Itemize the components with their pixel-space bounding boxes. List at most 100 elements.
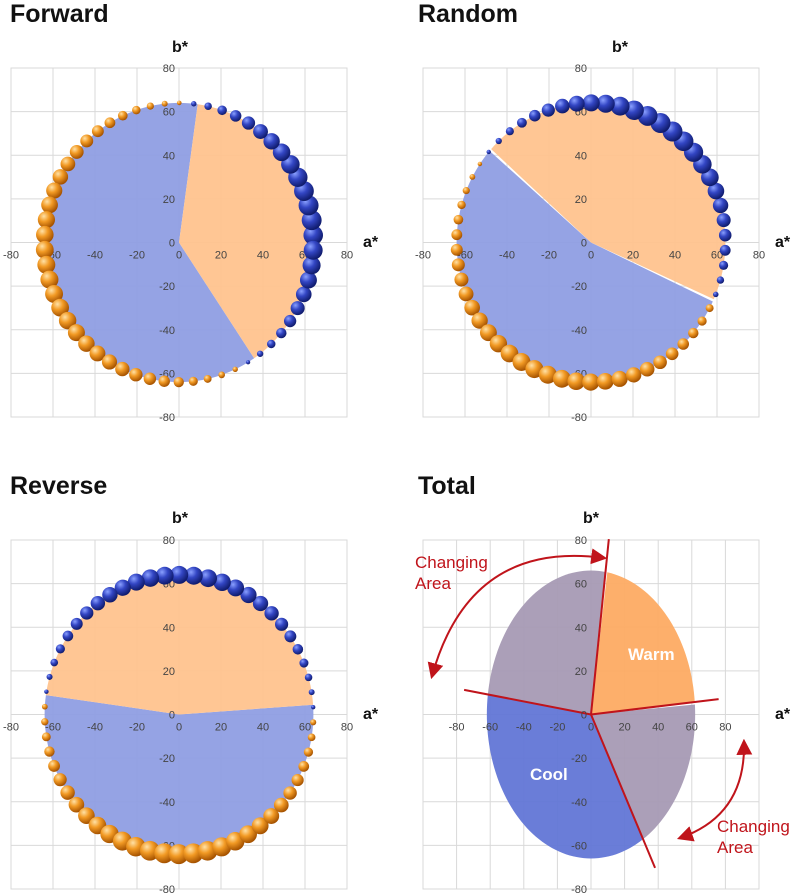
- forward-warm-bubble: [45, 284, 64, 303]
- reverse-x-tick-label: -40: [87, 722, 103, 734]
- reverse-cool-bubble: [141, 569, 160, 587]
- changing-area-left-line1: Changing: [415, 553, 488, 572]
- forward-warm-bubble: [91, 125, 104, 138]
- reverse-cool-bubble: [213, 573, 231, 591]
- forward-warm-bubble: [132, 105, 141, 115]
- random-title: Random: [418, 0, 518, 28]
- reverse-warm-region: [45, 574, 314, 715]
- reverse-x-axis-title: a*: [363, 706, 379, 723]
- random-x-tick-label: -80: [415, 250, 431, 262]
- random-x-tick-label: 60: [711, 250, 723, 262]
- reverse-warm-bubble: [251, 817, 269, 835]
- random-warm-bubble: [451, 258, 465, 272]
- reverse-cool-bubble: [62, 630, 74, 642]
- total-y-tick-label: 60: [575, 579, 587, 591]
- reverse-cool-bubble: [304, 673, 313, 682]
- forward-warm-bubble: [161, 100, 168, 107]
- forward-cool-bubble: [217, 105, 227, 116]
- forward-warm-bubble: [37, 255, 56, 274]
- random-warm-bubble: [453, 214, 464, 225]
- total-x-tick-label: -20: [549, 722, 565, 734]
- forward-y-tick-label: 40: [163, 150, 175, 162]
- forward-y-tick-label: 80: [163, 63, 175, 75]
- reverse-cool-bubble: [227, 579, 245, 597]
- random-warm-bubble: [677, 338, 690, 350]
- forward-x-tick-label: 40: [257, 250, 269, 262]
- forward-warm-bubble: [176, 100, 182, 106]
- total-y-tick-label: 0: [581, 710, 587, 722]
- random-y-tick-label: 80: [575, 63, 587, 75]
- reverse-y-tick-label: 0: [169, 710, 175, 722]
- reverse-warm-bubble: [48, 760, 60, 772]
- random-x-tick-label: 0: [588, 250, 594, 262]
- reverse-cool-bubble: [170, 565, 189, 584]
- reverse-cool-bubble: [46, 673, 53, 680]
- reverse-cool-bubble: [275, 617, 289, 631]
- random-warm-bubble: [611, 370, 628, 387]
- random-warm-bubble: [454, 272, 469, 287]
- reverse-warm-bubble: [291, 774, 304, 787]
- forward-warm-bubble: [41, 196, 58, 214]
- random-cool-bubble: [712, 197, 729, 214]
- random-cool-bubble: [516, 117, 527, 128]
- reverse-cool-bubble: [44, 689, 49, 694]
- forward-x-axis-title: a*: [363, 234, 379, 251]
- reverse-y-tick-label: 20: [163, 666, 175, 678]
- total-y-tick-label: 20: [575, 666, 587, 678]
- random-panel: Random -80-60-40-20020406080-80-60-40-20…: [415, 0, 791, 424]
- forward-tick-labels: -80 -60 -40 -20 0 20 40 60 80-80-60-40-202040608…: [3, 63, 353, 424]
- reverse-cool-bubble: [240, 586, 257, 604]
- total-boundary-line-0: [590, 698, 719, 716]
- random-warm-bubble: [552, 369, 571, 388]
- random-cool-bubble: [719, 260, 729, 270]
- total-title: Total: [418, 472, 476, 500]
- forward-warm-bubble: [101, 354, 118, 370]
- reverse-x-tick-label: 20: [215, 722, 227, 734]
- random-x-axis-title: a*: [775, 234, 791, 251]
- total-sector-changing-2: [487, 570, 606, 715]
- forward-warm-bubble: [89, 345, 106, 362]
- forward-warm-bubble: [232, 366, 238, 372]
- forward-warm-bubble: [143, 372, 157, 385]
- total-x-tick-label: 20: [618, 722, 630, 734]
- random-x-tick-label: -20: [541, 250, 557, 262]
- reverse-x-tick-label: 0: [176, 722, 182, 734]
- forward-cool-bubble: [295, 286, 312, 303]
- total-boundary-line-3: [590, 714, 656, 869]
- changing-area-arrow-right: [676, 738, 753, 842]
- forward-cool-bubble: [241, 116, 256, 130]
- warm-label: Warm: [628, 645, 675, 664]
- random-cool-bubble: [568, 95, 585, 112]
- forward-y-tick-label: -40: [159, 325, 175, 337]
- reverse-warm-bubble: [154, 843, 175, 864]
- random-y-tick-label: -40: [571, 325, 587, 337]
- reverse-cool-bubble: [292, 644, 304, 655]
- total-x-tick-label: 0: [588, 722, 594, 734]
- random-cool-bubble: [707, 182, 725, 200]
- forward-warm-bubble: [115, 361, 130, 377]
- forward-cool-bubble: [276, 327, 287, 339]
- forward-warm-bubble: [173, 376, 184, 388]
- forward-cool-bubble: [299, 271, 317, 289]
- reverse-cool-bubble: [55, 644, 65, 654]
- forward-cool-bubble: [253, 124, 268, 139]
- forward-cool-bubble: [302, 256, 321, 275]
- reverse-y-tick-label: -40: [159, 797, 175, 809]
- forward-warm-bubble: [80, 134, 94, 148]
- total-y-tick-label: 80: [575, 535, 587, 547]
- forward-cool-region: [44, 102, 255, 383]
- forward-x-tick-label: -20: [129, 250, 145, 262]
- total-sector-warm: [591, 572, 695, 715]
- reverse-cool-bubble: [70, 617, 83, 630]
- forward-warm-bubble: [218, 371, 225, 379]
- reverse-warm-bubble: [68, 796, 85, 813]
- forward-warm-bubble: [52, 169, 69, 185]
- reverse-warm-bubble: [78, 807, 95, 824]
- reverse-cool-bubble: [264, 606, 279, 621]
- forward-warm-bubble: [35, 240, 54, 259]
- reverse-warm-bubble: [298, 761, 310, 772]
- reverse-x-tick-label: 40: [257, 722, 269, 734]
- total-x-tick-label: -40: [516, 722, 532, 734]
- random-cool-bubble: [495, 137, 502, 145]
- forward-warm-bubble: [146, 102, 154, 110]
